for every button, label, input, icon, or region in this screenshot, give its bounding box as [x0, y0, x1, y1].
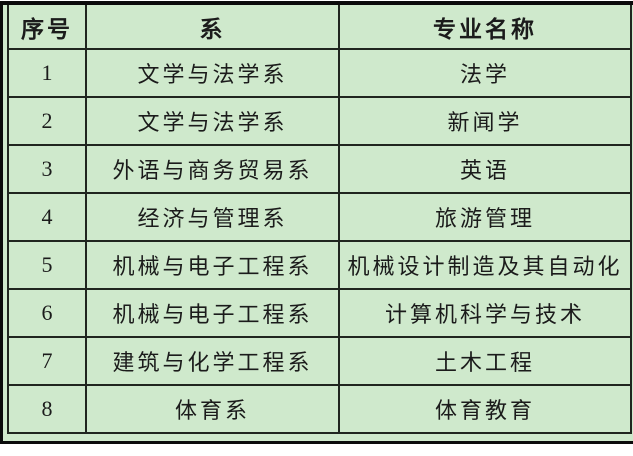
- table-row: 5 机械与电子工程系 机械设计制造及其自动化: [7, 240, 632, 290]
- cell-department: 体育系: [85, 384, 340, 434]
- table-row: 8 体育系 体育教育: [7, 384, 632, 434]
- cell-major: 计算机科学与技术: [338, 288, 632, 338]
- cell-department: 经济与管理系: [85, 192, 340, 242]
- cell-index: 1: [7, 48, 87, 98]
- table-frame: 序号 系 专业名称 1 文学与法学系 法学 2 文学与法学系 新闻学 3 外语与商务贸易系 英语…: [0, 1, 633, 444]
- table-body: 1 文学与法学系 法学 2 文学与法学系 新闻学 3 外语与商务贸易系 英语 4 经济与管理系 旅游管…: [7, 48, 632, 434]
- table-header: 序号 系 专业名称: [7, 5, 632, 50]
- cell-major: 体育教育: [338, 384, 632, 434]
- table-row: 7 建筑与化学工程系 土木工程: [7, 336, 632, 386]
- cell-department: 文学与法学系: [85, 48, 340, 98]
- cell-department: 文学与法学系: [85, 96, 340, 146]
- cell-major: 土木工程: [338, 336, 632, 386]
- departments-majors-table: 序号 系 专业名称 1 文学与法学系 法学 2 文学与法学系 新闻学 3 外语与商务贸易系 英语…: [7, 5, 632, 434]
- header-row: 序号 系 专业名称: [7, 5, 632, 50]
- header-major: 专业名称: [338, 5, 632, 50]
- cell-major: 旅游管理: [338, 192, 632, 242]
- cell-index: 2: [7, 96, 87, 146]
- cell-major: 机械设计制造及其自动化: [338, 240, 632, 290]
- cell-department: 机械与电子工程系: [85, 240, 340, 290]
- table-row: 6 机械与电子工程系 计算机科学与技术: [7, 288, 632, 338]
- cell-department: 外语与商务贸易系: [85, 144, 340, 194]
- cell-index: 5: [7, 240, 87, 290]
- cell-index: 6: [7, 288, 87, 338]
- cell-major: 新闻学: [338, 96, 632, 146]
- cell-index: 3: [7, 144, 87, 194]
- cell-major: 法学: [338, 48, 632, 98]
- table-row: 3 外语与商务贸易系 英语: [7, 144, 632, 194]
- cell-index: 7: [7, 336, 87, 386]
- cell-index: 8: [7, 384, 87, 434]
- cell-major: 英语: [338, 144, 632, 194]
- table-row: 4 经济与管理系 旅游管理: [7, 192, 632, 242]
- header-index: 序号: [7, 5, 87, 50]
- cell-index: 4: [7, 192, 87, 242]
- cell-department: 建筑与化学工程系: [85, 336, 340, 386]
- table-row: 2 文学与法学系 新闻学: [7, 96, 632, 146]
- table-row: 1 文学与法学系 法学: [7, 48, 632, 98]
- header-department: 系: [85, 5, 340, 50]
- cell-department: 机械与电子工程系: [85, 288, 340, 338]
